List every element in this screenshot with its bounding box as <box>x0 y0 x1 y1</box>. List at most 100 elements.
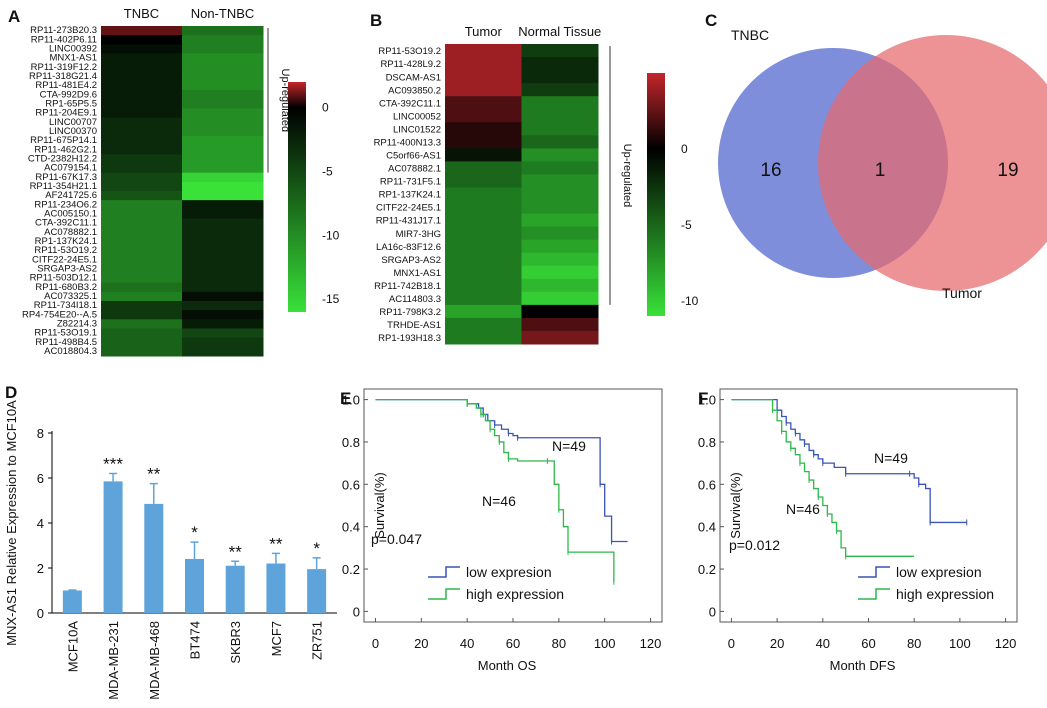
heatmap-row-label: C5orf66-AS1 <box>386 151 441 162</box>
heatmap-row-label: LINC00392 <box>49 43 97 54</box>
venn-circle-tumor <box>818 35 1047 291</box>
heatmap-row-label: AC078882.1 <box>44 227 97 238</box>
heatmap-cell <box>101 136 183 146</box>
heatmap-cell <box>182 154 264 164</box>
y-tick-label: 8 <box>37 426 44 441</box>
heatmap-row-label: LINC01522 <box>393 124 441 135</box>
heatmap-cell <box>101 145 183 155</box>
y-tick-label: 0.6 <box>698 477 716 492</box>
heatmap-cell <box>101 181 183 192</box>
x-tick-label: MDA-MB-231 <box>106 621 121 700</box>
heatmap-row-label: LINC00052 <box>393 111 441 122</box>
heatmap-cell <box>521 135 599 149</box>
heatmap-cell <box>182 264 264 274</box>
venn-set-label: TNBC <box>731 27 769 43</box>
heatmap-row-label: CTA-392C11.1 <box>379 98 441 109</box>
heatmap-cell <box>521 83 599 97</box>
heatmap-cell <box>101 99 183 109</box>
legend-swatch <box>428 588 460 600</box>
heatmap-row-label: CTA-992D9.6 <box>40 89 97 100</box>
heatmap-cell <box>101 227 183 238</box>
heatmap-row-label: RP11-734I18.1 <box>34 300 97 311</box>
heatmap-row-label: AC093850.2 <box>388 85 441 96</box>
heatmap-row-label: CTD-2382H12.2 <box>28 153 97 164</box>
heatmap-cell <box>445 148 522 162</box>
heatmap-row-label: RP1-65P5.5 <box>45 98 97 109</box>
y-axis-label: MNX-AS1 Relative Expression to MCF10A <box>4 400 19 646</box>
heatmap-cell <box>182 328 264 339</box>
heatmap-cell <box>101 310 183 320</box>
heatmap-row-label: MNX1-AS1 <box>49 53 97 64</box>
heatmap-cell <box>445 213 522 228</box>
heatmap-cell <box>101 346 183 357</box>
heatmap-cell <box>101 35 183 45</box>
y-tick-label: 2 <box>37 561 44 576</box>
heatmap-cell <box>182 26 264 36</box>
heatmap-cell <box>445 122 522 136</box>
y-tick-label: 1.0 <box>342 393 360 408</box>
heatmap-row-label: RP11-462G2.1 <box>34 144 97 155</box>
legend-label: high expression <box>896 586 994 602</box>
x-axis-label: Month DFS <box>830 658 896 673</box>
y-tick-label: 1.0 <box>698 393 716 408</box>
heatmap-cell <box>101 264 183 274</box>
heatmap-cell <box>445 278 522 293</box>
heatmap-row-label: RP11-481E4.2 <box>35 80 97 91</box>
heatmap-cell <box>521 70 599 84</box>
heatmap-cell <box>182 136 264 146</box>
heatmap-row-label: SRGAP3-AS2 <box>381 255 441 266</box>
significance-marker: ** <box>269 534 283 553</box>
heatmap-cell <box>445 44 522 58</box>
heatmap-cell <box>101 255 183 265</box>
heatmap-row-label: AC018804.3 <box>44 346 97 357</box>
y-tick-label: 0.8 <box>698 435 716 450</box>
heatmap-row-label: RP11-503D12.1 <box>30 273 97 284</box>
heatmap-cell <box>445 57 522 71</box>
panel-label-e: E <box>340 389 351 408</box>
heatmap-cell <box>182 200 264 210</box>
survival-curve <box>731 398 967 524</box>
heatmap-cell <box>521 96 599 110</box>
heatmap-cell <box>521 109 599 123</box>
heatmap-cell <box>521 161 599 175</box>
heatmap-cell <box>182 236 264 247</box>
heatmap-cell <box>445 109 522 123</box>
heatmap-row-label: RP11-67K17.3 <box>35 172 97 183</box>
heatmap-row-label: LINC00707 <box>49 117 97 128</box>
heatmap-row-label: SRGAP3-AS2 <box>37 263 97 274</box>
heatmap-cell <box>182 90 264 100</box>
heatmap-cell <box>101 172 183 183</box>
heatmap-row-label: RP1-193H18.3 <box>378 333 441 344</box>
bar <box>62 590 82 613</box>
heatmap-cell <box>182 35 264 45</box>
heatmap-cell <box>445 174 522 188</box>
significance-marker: ** <box>229 542 243 561</box>
heatmap-cell <box>182 255 264 265</box>
heatmap-row-label: RP11-400N13.3 <box>374 137 441 148</box>
y-tick-label: 0 <box>37 606 44 621</box>
bar <box>103 481 123 613</box>
heatmap-cell <box>182 181 264 192</box>
heatmap-row-label: CTA-392C11.1 <box>35 218 97 229</box>
venn-intersection-count: 1 <box>875 160 886 181</box>
colorbar-tick-label: 0 <box>681 142 688 156</box>
heatmap-cell <box>182 145 264 155</box>
heatmap-row-label: LA16c-83F12.6 <box>376 242 441 253</box>
x-tick-label: 20 <box>770 636 784 651</box>
heatmap-cell <box>521 239 599 254</box>
x-tick-label: 20 <box>414 636 428 651</box>
colorbar-tick-label: -5 <box>681 218 692 232</box>
n-annotation: N=46 <box>786 501 820 517</box>
heatmap-cell <box>101 108 183 119</box>
legend-label: low expresion <box>896 564 982 580</box>
heatmap-cell <box>521 174 599 188</box>
x-tick-label: 40 <box>460 636 474 651</box>
heatmap-cell <box>101 273 183 284</box>
heatmap-cell <box>182 81 264 91</box>
heatmap-row-label: AC078882.1 <box>388 164 441 175</box>
heatmap-cell <box>521 57 599 71</box>
heatmap-cell <box>182 44 264 54</box>
heatmap-cell <box>182 218 264 229</box>
x-tick-label: MCF10A <box>65 621 80 673</box>
